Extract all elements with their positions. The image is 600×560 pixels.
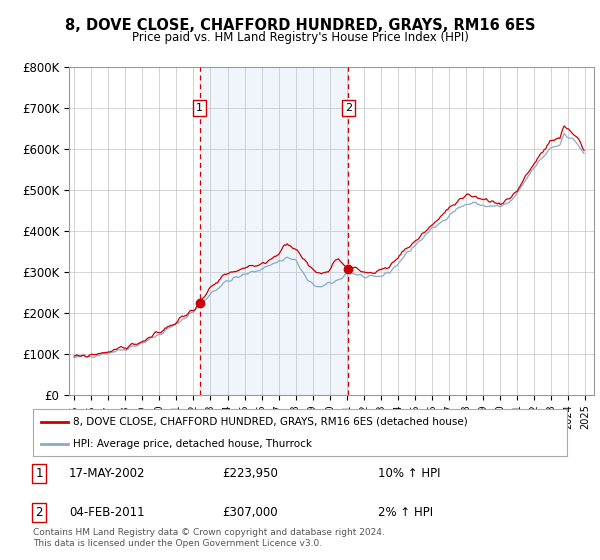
Text: HPI: Average price, detached house, Thurrock: HPI: Average price, detached house, Thur… bbox=[73, 438, 312, 449]
Text: 8, DOVE CLOSE, CHAFFORD HUNDRED, GRAYS, RM16 6ES: 8, DOVE CLOSE, CHAFFORD HUNDRED, GRAYS, … bbox=[65, 18, 535, 33]
Text: 17-MAY-2002: 17-MAY-2002 bbox=[69, 466, 146, 480]
Text: 1: 1 bbox=[35, 466, 43, 480]
Text: 2: 2 bbox=[345, 103, 352, 113]
Text: £307,000: £307,000 bbox=[222, 506, 278, 519]
Text: Price paid vs. HM Land Registry's House Price Index (HPI): Price paid vs. HM Land Registry's House … bbox=[131, 31, 469, 44]
Bar bbox=[200, 67, 349, 395]
Text: 04-FEB-2011: 04-FEB-2011 bbox=[69, 506, 145, 519]
Text: 10% ↑ HPI: 10% ↑ HPI bbox=[378, 466, 440, 480]
Text: 2% ↑ HPI: 2% ↑ HPI bbox=[378, 506, 433, 519]
Text: 1: 1 bbox=[196, 103, 203, 113]
Text: Contains HM Land Registry data © Crown copyright and database right 2024.
This d: Contains HM Land Registry data © Crown c… bbox=[33, 528, 385, 548]
Text: 2: 2 bbox=[35, 506, 43, 519]
Text: 8, DOVE CLOSE, CHAFFORD HUNDRED, GRAYS, RM16 6ES (detached house): 8, DOVE CLOSE, CHAFFORD HUNDRED, GRAYS, … bbox=[73, 417, 468, 427]
Text: £223,950: £223,950 bbox=[222, 466, 278, 480]
